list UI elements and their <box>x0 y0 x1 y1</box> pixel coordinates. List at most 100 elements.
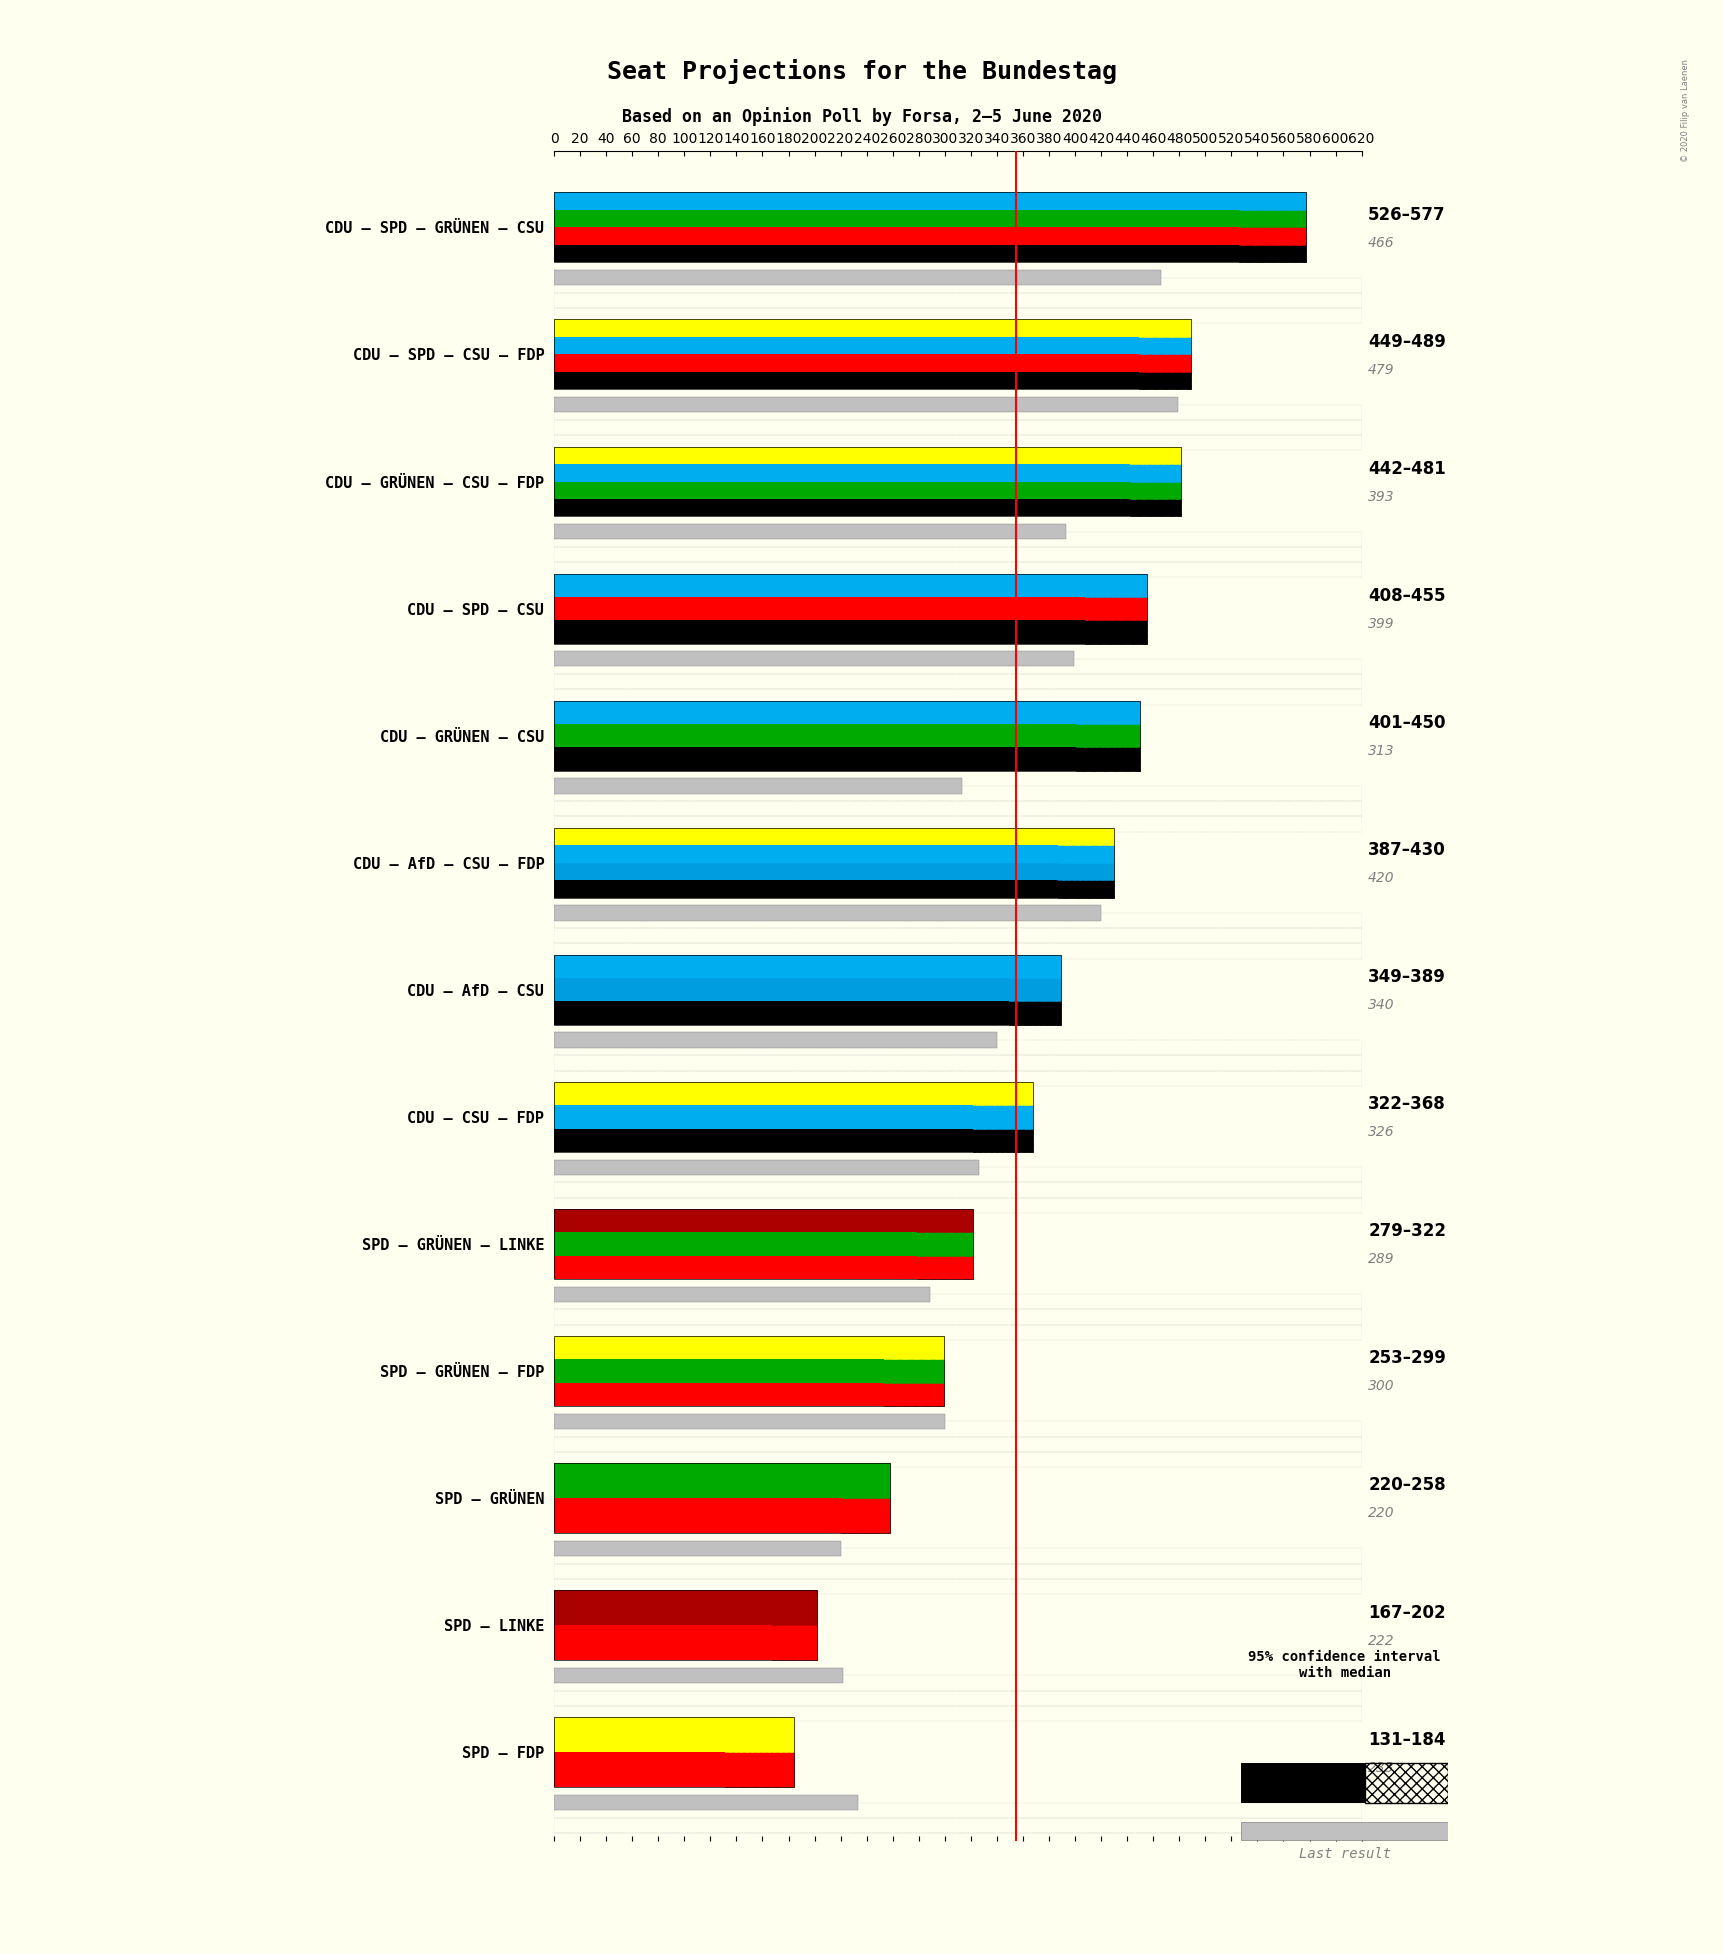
Bar <box>553 1167 1361 1182</box>
Bar <box>553 817 1361 832</box>
Bar <box>553 1198 1361 1213</box>
Bar <box>553 320 1191 389</box>
Text: 326: 326 <box>1368 1126 1394 1139</box>
Bar <box>553 498 1180 516</box>
Bar <box>841 1499 889 1534</box>
Bar <box>553 191 1304 209</box>
Bar <box>553 1591 817 1661</box>
Bar <box>772 1591 817 1626</box>
Bar <box>1139 336 1191 354</box>
Bar <box>973 1129 1032 1151</box>
Bar <box>553 563 1361 578</box>
Text: 340: 340 <box>1368 998 1394 1012</box>
Bar <box>1058 879 1113 897</box>
Text: 420: 420 <box>1368 871 1394 885</box>
Text: 408–455: 408–455 <box>1368 586 1446 606</box>
Text: 322–368: 322–368 <box>1368 1096 1446 1114</box>
Text: 449–489: 449–489 <box>1368 332 1446 350</box>
Bar <box>553 371 1191 389</box>
Bar <box>553 701 1139 725</box>
Bar <box>553 905 1101 920</box>
Bar <box>1008 956 1060 979</box>
Text: 442–481: 442–481 <box>1368 459 1446 479</box>
Bar <box>553 1817 1361 1833</box>
Bar <box>553 1563 1361 1579</box>
Bar <box>553 1083 1032 1151</box>
Bar <box>553 1548 1361 1563</box>
Bar <box>553 690 1361 705</box>
Bar <box>553 447 1180 463</box>
Bar <box>553 447 1180 516</box>
Bar <box>553 1032 996 1047</box>
Bar <box>553 1159 979 1174</box>
Bar <box>553 1718 793 1753</box>
Text: 526–577: 526–577 <box>1368 205 1446 223</box>
Bar <box>1075 746 1139 770</box>
Bar <box>553 746 1139 770</box>
Bar <box>553 1591 817 1626</box>
Bar <box>553 801 1361 817</box>
Bar <box>553 913 1361 928</box>
Bar <box>553 1233 973 1256</box>
Text: 387–430: 387–430 <box>1368 840 1446 860</box>
Text: 222: 222 <box>1368 1634 1394 1647</box>
Bar <box>553 244 1304 262</box>
Bar <box>553 309 1361 322</box>
Text: 253–299: 253–299 <box>1368 1350 1446 1368</box>
Text: 479: 479 <box>1368 363 1394 377</box>
Bar <box>1241 1821 1447 1841</box>
Bar <box>553 1360 942 1383</box>
Bar <box>553 1002 1060 1024</box>
Bar <box>553 1337 942 1360</box>
Bar <box>841 1464 889 1499</box>
Text: 233: 233 <box>1368 1761 1394 1774</box>
Bar <box>553 725 1139 746</box>
Bar <box>553 524 1065 539</box>
Bar <box>553 1421 1361 1436</box>
Bar <box>1008 979 1060 1002</box>
Text: © 2020 Filip van Laenen: © 2020 Filip van Laenen <box>1680 59 1689 162</box>
Bar <box>553 778 961 793</box>
Text: Last result: Last result <box>1297 1847 1390 1860</box>
Bar <box>553 547 1361 563</box>
Bar <box>553 701 1139 770</box>
Bar <box>553 1083 1032 1106</box>
Bar <box>553 574 1146 643</box>
Bar <box>553 1579 1361 1594</box>
Text: 167–202: 167–202 <box>1368 1604 1446 1622</box>
Bar <box>553 864 1113 879</box>
Bar <box>553 270 1160 285</box>
Bar <box>553 928 1361 944</box>
Bar <box>553 846 1113 864</box>
Bar <box>553 404 1361 420</box>
Bar <box>553 336 1191 354</box>
Bar <box>1239 209 1304 227</box>
Text: 401–450: 401–450 <box>1368 713 1446 733</box>
Bar <box>553 1796 856 1809</box>
Bar <box>553 1413 944 1428</box>
Bar <box>553 354 1191 371</box>
Bar <box>553 879 1113 897</box>
Bar <box>973 1106 1032 1129</box>
Bar <box>1129 498 1180 516</box>
Bar <box>553 1210 973 1233</box>
Text: 466: 466 <box>1368 236 1394 250</box>
Bar <box>1139 371 1191 389</box>
Bar <box>1239 191 1304 209</box>
Bar <box>553 1542 841 1555</box>
Bar <box>553 1182 1361 1198</box>
Bar <box>553 1129 1032 1151</box>
Text: 300: 300 <box>1368 1380 1394 1393</box>
Text: 131–184: 131–184 <box>1368 1731 1446 1749</box>
Bar <box>553 1675 1361 1690</box>
Text: Based on an Opinion Poll by Forsa, 2–5 June 2020: Based on an Opinion Poll by Forsa, 2–5 J… <box>622 107 1101 127</box>
Bar <box>1085 619 1146 643</box>
Bar <box>1139 354 1191 371</box>
Bar <box>553 1071 1361 1086</box>
Bar <box>553 828 1113 846</box>
Bar <box>724 1753 793 1788</box>
Bar <box>553 209 1304 227</box>
Bar <box>553 658 1361 674</box>
Bar <box>553 979 1060 1002</box>
Bar <box>1058 846 1113 864</box>
